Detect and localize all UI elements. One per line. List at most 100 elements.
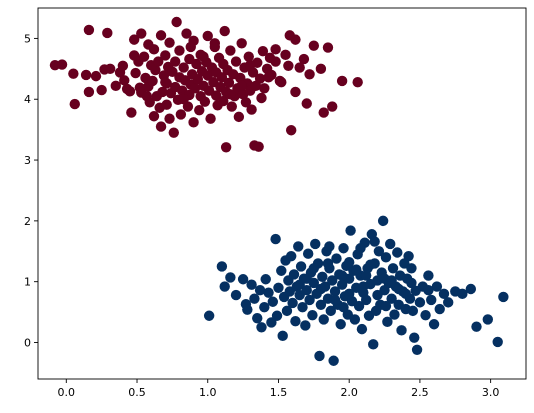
data-point-series-1 — [290, 316, 301, 327]
data-point-series-1 — [407, 305, 419, 317]
data-point-series-1 — [293, 241, 304, 252]
data-point-series-1 — [300, 320, 311, 331]
data-point-series-0 — [188, 117, 199, 128]
data-point-series-1 — [438, 288, 450, 300]
data-point-series-0 — [194, 104, 205, 116]
data-point-series-0 — [283, 60, 294, 71]
data-point-series-1 — [237, 274, 249, 285]
data-point-series-1 — [304, 294, 315, 306]
data-point-series-1 — [329, 294, 341, 306]
data-point-series-0 — [318, 107, 329, 118]
data-point-series-1 — [465, 283, 477, 295]
data-point-series-1 — [297, 302, 308, 313]
data-point-series-1 — [345, 225, 356, 236]
data-point-series-1 — [277, 330, 288, 342]
data-point-series-1 — [377, 215, 389, 227]
data-point-series-1 — [492, 336, 503, 348]
data-point-series-0 — [178, 62, 189, 73]
data-point-series-1 — [252, 312, 263, 324]
data-point-series-1 — [295, 261, 307, 272]
data-point-series-1 — [288, 269, 300, 280]
data-point-series-1 — [325, 305, 336, 317]
data-point-series-0 — [198, 51, 209, 62]
data-point-series-1 — [434, 303, 445, 315]
x-tick-label: 3.0 — [482, 386, 500, 399]
data-point-series-1 — [329, 286, 341, 297]
data-point-series-1 — [230, 289, 242, 301]
data-point-series-0 — [147, 75, 158, 87]
data-point-series-1 — [380, 252, 392, 263]
data-point-series-1 — [369, 236, 380, 247]
data-point-series-0 — [148, 111, 160, 122]
data-point-series-0 — [178, 94, 189, 105]
data-point-series-1 — [385, 238, 396, 250]
data-point-series-0 — [136, 28, 147, 39]
data-point-series-1 — [498, 291, 509, 303]
data-point-series-1 — [343, 288, 355, 300]
data-point-series-0 — [189, 83, 201, 94]
data-point-series-1 — [318, 314, 329, 325]
data-point-series-0 — [130, 67, 141, 79]
data-point-series-1 — [301, 285, 312, 296]
data-point-series-0 — [69, 98, 80, 110]
data-point-series-1 — [302, 248, 314, 259]
data-point-series-0 — [218, 95, 229, 107]
data-point-series-0 — [284, 30, 295, 41]
plot-frame — [37, 7, 527, 380]
data-point-series-0 — [191, 58, 202, 70]
data-point-series-0 — [56, 59, 68, 70]
data-point-series-1 — [281, 305, 293, 317]
data-point-series-1 — [382, 316, 393, 328]
x-tick-label: 1.0 — [199, 386, 217, 399]
data-point-series-1 — [315, 299, 327, 310]
data-point-series-1 — [386, 293, 397, 304]
data-point-series-1 — [358, 281, 369, 292]
data-point-series-0 — [220, 142, 232, 153]
data-point-series-0 — [236, 38, 247, 49]
data-point-series-1 — [360, 294, 372, 306]
data-point-series-1 — [373, 246, 385, 257]
data-point-series-1 — [386, 275, 397, 286]
data-point-series-0 — [246, 104, 257, 115]
data-point-series-0 — [175, 109, 187, 120]
data-point-series-0 — [174, 45, 185, 56]
data-point-series-0 — [256, 92, 267, 104]
data-point-series-0 — [254, 73, 266, 84]
data-point-series-1 — [294, 279, 305, 290]
data-point-series-1 — [259, 302, 270, 313]
data-point-series-0 — [352, 77, 363, 88]
data-point-series-1 — [431, 281, 443, 292]
data-point-series-0 — [171, 16, 182, 28]
data-point-series-0 — [199, 96, 211, 107]
data-point-series-0 — [164, 113, 175, 124]
y-tick-label: 0 — [24, 337, 31, 350]
data-point-series-1 — [328, 355, 339, 366]
data-point-series-0 — [161, 99, 172, 110]
data-point-series-1 — [423, 285, 434, 296]
x-tick-label: 0.5 — [128, 386, 146, 399]
data-point-series-0 — [126, 107, 137, 118]
data-point-series-1 — [301, 273, 312, 284]
data-point-series-0 — [141, 90, 153, 102]
data-point-series-1 — [443, 297, 454, 308]
data-point-series-0 — [68, 68, 79, 79]
data-point-series-1 — [351, 264, 362, 275]
data-point-series-0 — [211, 90, 222, 101]
data-point-series-0 — [185, 41, 196, 53]
data-point-series-1 — [331, 253, 342, 264]
data-point-series-1 — [327, 275, 338, 286]
data-point-series-0 — [128, 34, 140, 45]
y-tick-label: 2 — [24, 215, 31, 228]
data-point-series-1 — [353, 300, 365, 312]
data-point-series-0 — [223, 77, 235, 89]
data-point-series-0 — [243, 51, 254, 62]
y-tick-label: 1 — [24, 276, 31, 289]
data-point-series-0 — [160, 50, 171, 61]
data-point-series-0 — [285, 125, 297, 136]
data-point-series-1 — [423, 270, 434, 281]
data-point-series-1 — [406, 263, 417, 274]
data-point-series-1 — [389, 309, 400, 320]
data-point-series-0 — [219, 25, 230, 37]
data-point-series-1 — [380, 300, 392, 312]
data-point-series-0 — [301, 98, 312, 109]
